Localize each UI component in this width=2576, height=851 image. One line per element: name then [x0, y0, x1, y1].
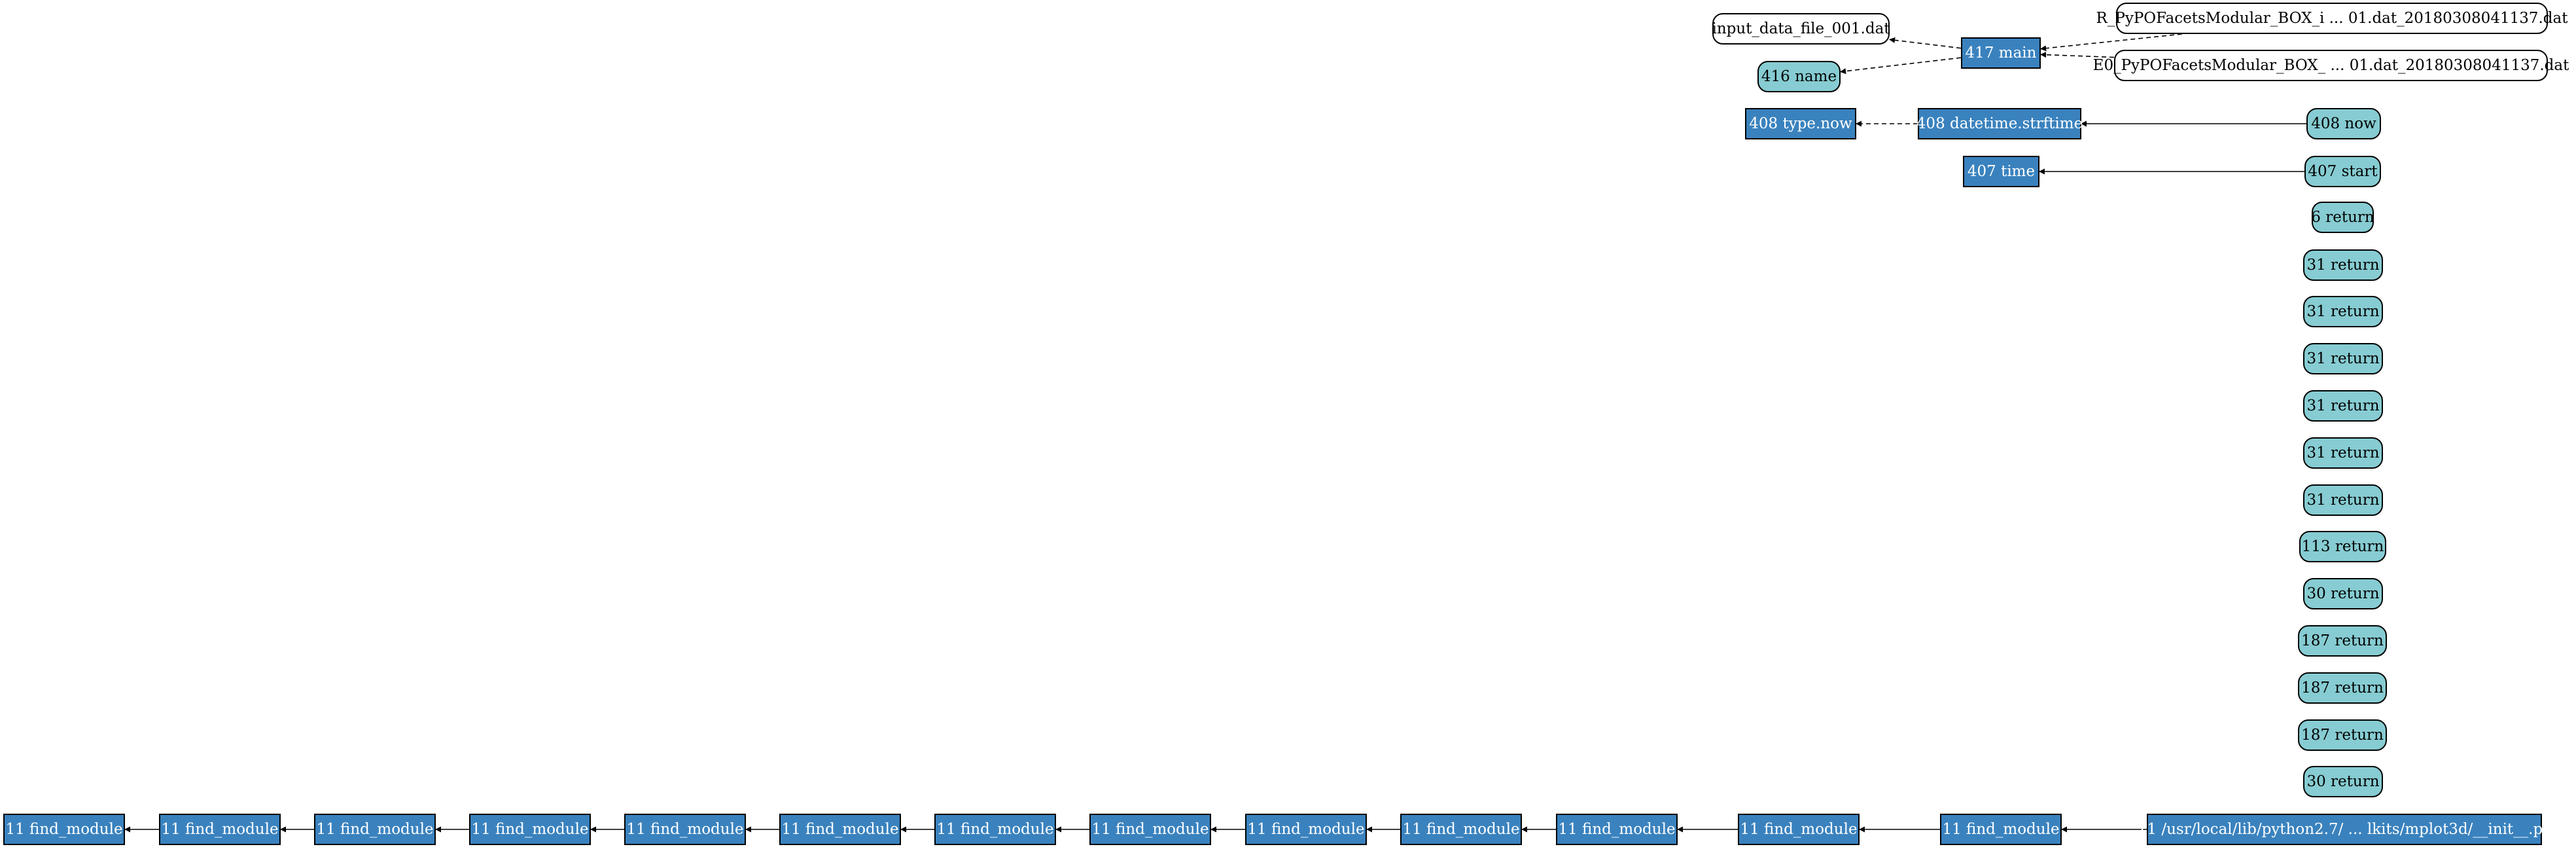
node-n-init[interactable]: 11 /usr/local/lib/python2.7/ ... lkits/m…	[2138, 814, 2551, 845]
node-f1[interactable]: 11 find_module	[3, 814, 125, 845]
node-f9[interactable]: 11 find_module	[1245, 814, 1367, 845]
node-n-name[interactable]: 416 name	[1757, 61, 1841, 92]
node-r10[interactable]: 187 return	[2298, 625, 2387, 657]
node-r9[interactable]: 30 return	[2303, 578, 2383, 609]
node-f10[interactable]: 11 find_module	[1400, 814, 1522, 845]
node-r4[interactable]: 31 return	[2303, 343, 2383, 374]
node-f2[interactable]: 11 find_module	[159, 814, 281, 845]
node-f11[interactable]: 11 find_module	[1556, 814, 1678, 845]
node-f6[interactable]: 11 find_module	[779, 814, 901, 845]
node-f4[interactable]: 11 find_module	[469, 814, 591, 845]
node-n-time[interactable]: 407 time	[1963, 156, 2039, 187]
node-n-main[interactable]: 417 main	[1961, 37, 2041, 69]
node-r12[interactable]: 187 return	[2298, 719, 2387, 751]
node-r8[interactable]: 113 return	[2299, 531, 2386, 562]
node-f7[interactable]: 11 find_module	[934, 814, 1056, 845]
node-f12[interactable]: 11 find_module	[1738, 814, 1860, 845]
node-n-strf[interactable]: 408 datetime.strftime	[1916, 108, 2083, 139]
node-f3[interactable]: 11 find_module	[314, 814, 436, 845]
node-n-typenow[interactable]: 408 type.now	[1745, 108, 1856, 139]
node-n-now[interactable]: 408 now	[2306, 108, 2381, 139]
node-f13[interactable]: 11 find_module	[1940, 814, 2062, 845]
node-r5[interactable]: 31 return	[2303, 390, 2383, 422]
node-n-e0[interactable]: E0_PyPOFacetsModular_BOX_ ... 01.dat_201…	[2093, 50, 2569, 81]
node-r13[interactable]: 30 return	[2303, 766, 2383, 797]
node-f8[interactable]: 11 find_module	[1089, 814, 1211, 845]
node-r1[interactable]: 6 return	[2311, 202, 2374, 233]
node-n-r[interactable]: R_PyPOFacetsModular_BOX_i ... 01.dat_201…	[2096, 3, 2567, 34]
node-r7[interactable]: 31 return	[2303, 484, 2383, 516]
edge-n-r-to-n-main	[2040, 33, 2182, 52]
node-n-input[interactable]: input_data_file_001.dat	[1712, 13, 1890, 45]
node-r11[interactable]: 187 return	[2298, 672, 2387, 704]
node-r3[interactable]: 31 return	[2303, 296, 2383, 327]
node-r6[interactable]: 31 return	[2303, 437, 2383, 469]
node-n-start[interactable]: 407 start	[2304, 156, 2381, 187]
node-r2[interactable]: 31 return	[2303, 249, 2383, 281]
edge-n-e0-to-n-main	[2040, 52, 2115, 58]
edge-n-main-to-n-name	[1840, 57, 1962, 75]
edge-n-main-to-n-input	[1889, 37, 1962, 49]
node-f5[interactable]: 11 find_module	[624, 814, 746, 845]
